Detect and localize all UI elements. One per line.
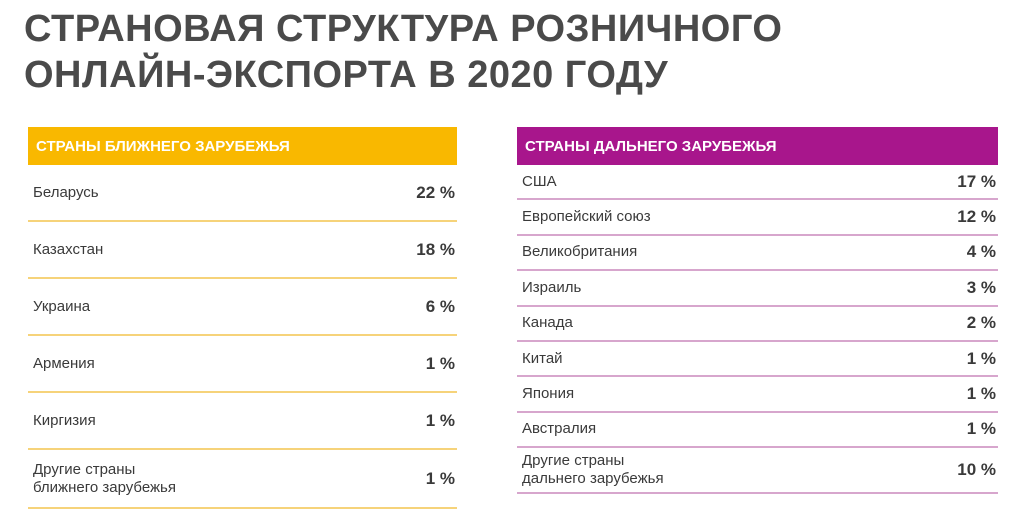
table-row: Канада 2 % bbox=[517, 307, 998, 342]
share-value: 2 % bbox=[966, 313, 996, 333]
title-line-2: ОНЛАЙН-ЭКСПОРТА В 2020 ГОДУ bbox=[24, 54, 669, 96]
share-value: 1 % bbox=[425, 353, 455, 373]
near-abroad-table: СТРАНЫ БЛИЖНЕГО ЗАРУБЕЖЬЯ Беларусь 22 % … bbox=[28, 127, 457, 509]
share-value: 18 % bbox=[416, 239, 455, 259]
country-label: Великобритания bbox=[522, 243, 638, 261]
table-row: Киргизия 1 % bbox=[28, 393, 457, 450]
far-abroad-header: СТРАНЫ ДАЛЬНЕГО ЗАРУБЕЖЬЯ bbox=[517, 127, 998, 165]
table-row: Израиль 3 % bbox=[517, 271, 998, 307]
share-value: 1 % bbox=[966, 348, 996, 368]
share-value: 22 % bbox=[416, 182, 455, 202]
country-label: Казахстан bbox=[33, 240, 104, 258]
share-value: 1 % bbox=[425, 410, 455, 430]
far-abroad-table: СТРАНЫ ДАЛЬНЕГО ЗАРУБЕЖЬЯ США 17 % Европ… bbox=[517, 127, 998, 495]
share-value: 1 % bbox=[966, 384, 996, 404]
label-line-2: дальнего зарубежья bbox=[522, 470, 664, 488]
country-label: Израиль bbox=[522, 278, 582, 296]
country-label: Европейский союз bbox=[522, 208, 651, 226]
table-row: Армения 1 % bbox=[28, 336, 457, 393]
label-line-1: Другие страны bbox=[522, 452, 625, 470]
table-row: Другие страны дальнего зарубежья 10 % bbox=[517, 448, 998, 495]
table-row: Китай 1 % bbox=[517, 342, 998, 378]
label-line-1: Другие страны bbox=[33, 460, 136, 478]
table-row: Япония 1 % bbox=[517, 377, 998, 413]
share-value: 4 % bbox=[966, 242, 996, 262]
page-title: СТРАНОВАЯ СТРУКТУРА РОЗНИЧНОГО ОНЛАЙН-ЭК… bbox=[24, 6, 1004, 98]
table-row: Украина 6 % bbox=[28, 279, 457, 336]
label-line-2: ближнего зарубежья bbox=[33, 478, 176, 496]
share-value: 10 % bbox=[957, 460, 996, 480]
title-line-1: СТРАНОВАЯ СТРУКТУРА РОЗНИЧНОГО bbox=[24, 8, 783, 50]
near-abroad-header: СТРАНЫ БЛИЖНЕГО ЗАРУБЕЖЬЯ bbox=[28, 127, 457, 165]
country-label: США bbox=[522, 172, 557, 190]
share-value: 1 % bbox=[425, 468, 455, 488]
table-row: Другие страны ближнего зарубежья 1 % bbox=[28, 450, 457, 509]
table-row: Великобритания 4 % bbox=[517, 236, 998, 272]
table-row: Казахстан 18 % bbox=[28, 222, 457, 279]
country-label: Китай bbox=[522, 349, 563, 367]
country-label: Армения bbox=[33, 354, 95, 372]
share-value: 17 % bbox=[957, 171, 996, 191]
country-label: Япония bbox=[522, 385, 575, 403]
share-value: 3 % bbox=[966, 277, 996, 297]
share-value: 6 % bbox=[425, 296, 455, 316]
table-row: США 17 % bbox=[517, 165, 998, 201]
share-value: 12 % bbox=[957, 207, 996, 227]
country-label: Австралия bbox=[522, 420, 597, 438]
table-row: Австралия 1 % bbox=[517, 413, 998, 449]
country-label: Киргизия bbox=[33, 411, 96, 429]
country-label: Другие страны ближнего зарубежья bbox=[33, 461, 176, 497]
country-label: Беларусь bbox=[33, 183, 99, 201]
country-label: Другие страны дальнего зарубежья bbox=[522, 452, 664, 488]
table-row: Беларусь 22 % bbox=[28, 165, 457, 222]
country-label: Украина bbox=[33, 297, 91, 315]
table-row: Европейский союз 12 % bbox=[517, 200, 998, 236]
country-label: Канада bbox=[522, 314, 573, 332]
share-value: 1 % bbox=[966, 419, 996, 439]
